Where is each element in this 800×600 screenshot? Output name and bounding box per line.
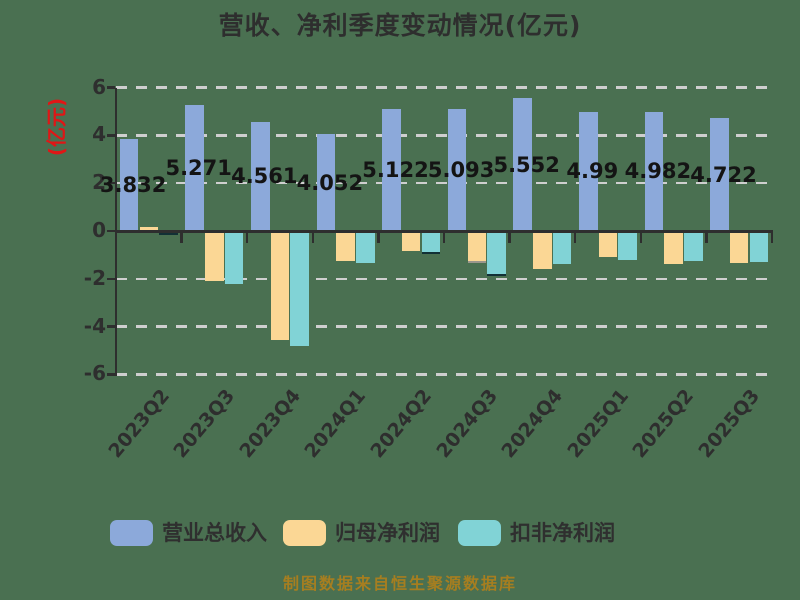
legend-label-net-profit: 归母净利润 [335,521,440,545]
bar-non-gaap-net-profit-2023Q3 [224,231,244,284]
bar-non-gaap-net-profit-2025Q2 [684,231,703,262]
legend-item-non-gaap-net-profit: 扣非净利润 [458,520,615,546]
bar-net-profit-2024Q2 [401,231,421,251]
bar-value-label-text: 4.561 [231,164,298,189]
x-axis-label-text: 2023Q3 [169,385,240,463]
bar-non-gaap-net-profit-2025Q1 [618,231,637,261]
bar-revenue-2025Q2 [644,111,664,231]
bar-value-label-text: 5.093 [427,158,495,183]
bar-net-profit-2023Q3 [205,231,224,281]
x-axis-label-text: 2024Q3 [431,385,502,463]
bar-value-label-text: 5.122 [362,157,429,182]
y-axis-tick-label-text: 2 [92,170,106,195]
y-axis-tick-label-text: 0 [92,218,106,243]
bar-non-gaap-net-profit-2024Q4 [552,231,572,265]
gridline-y-2 [116,181,772,185]
x-axis-tick [245,232,249,243]
bar-net-profit-2024Q1 [336,231,355,261]
bar-revenue-2024Q3 [447,109,467,231]
bar-revenue-2024Q1 [316,134,336,231]
x-axis-label-text: 2025Q3 [694,385,765,463]
y-axis-tick--6 [107,373,115,376]
data-source-note: 制图数据来自恒生聚源数据库 [282,574,517,593]
bar-non-gaap-net-profit-2024Q2 [421,231,441,254]
x-axis-tick [311,232,315,243]
legend-label-total-revenue: 营业总收入 [162,521,267,545]
x-axis-tick [639,232,643,243]
x-axis-tick [114,232,118,243]
bar-revenue-2024Q2 [382,108,401,231]
x-axis-label-text: 2025Q2 [628,385,699,463]
y-axis-tick-4 [107,134,115,137]
y-axis-tick-label-text: 4 [92,122,106,147]
bar-value-label-text: 5.271 [165,156,232,180]
x-axis-label-text: 2023Q2 [103,385,174,463]
y-axis-tick-label-text: -2 [83,265,106,290]
y-axis-tick-label-text: -6 [83,361,106,386]
bar-net-profit-2023Q2 [139,227,159,231]
x-axis-tick [770,232,774,243]
bar-non-gaap-net-profit-2024Q1 [356,231,375,264]
chart-title: 营收、净利季度变动情况(亿元) [218,11,582,40]
x-axis-line [114,229,774,233]
bar-non-gaap-net-profit-2023Q2 [159,231,178,236]
bar-value-label-text: 4.052 [296,170,364,195]
legend-swatch-total-revenue [110,520,153,546]
y-axis-tick-6 [107,86,115,89]
legend-swatch-net-profit [283,520,326,546]
bar-non-gaap-net-profit-2025Q3 [749,231,769,262]
x-axis-tick [508,232,511,243]
legend-item-total-revenue: 营业总收入 [110,520,267,546]
bar-net-profit-2023Q4 [270,231,290,341]
x-axis-tick [442,232,446,243]
x-axis-tick [573,232,577,243]
bar-value-label-text: 5.552 [493,152,560,177]
x-axis-tick [377,232,380,243]
gridline-y--2 [116,277,772,281]
gridline-y--4 [116,325,772,328]
gridline-y-6 [116,86,772,89]
x-axis-label-text: 2024Q2 [366,385,437,463]
bar-net-profit-2024Q4 [533,231,552,269]
gridline-y--6 [116,373,772,376]
y-axis-tick-label-text: 6 [92,74,106,99]
bar-revenue-2025Q1 [579,111,598,231]
bar-value-label-text: 4.982 [624,159,692,184]
bar-net-profit-2025Q3 [729,231,749,263]
bar-non-gaap-net-profit-2024Q3 [487,231,506,276]
gridline-y-4 [116,134,772,137]
x-axis-tick [180,232,183,243]
bar-revenue-2023Q4 [251,121,270,231]
legend: 营业总收入 归母净利润 扣非净利润 [0,520,800,548]
legend-item-net-profit: 归母净利润 [283,520,440,546]
bar-revenue-2024Q4 [513,98,532,231]
x-axis-label-text: 2024Q1 [300,385,371,463]
legend-label-non-gaap-net-profit: 扣非净利润 [510,521,615,545]
bar-net-profit-2025Q1 [598,231,618,258]
y-axis-tick-0 [107,229,115,233]
legend-swatch-non-gaap-net-profit [458,520,501,546]
bar-value-label-text: 4.99 [566,159,619,184]
x-axis-label-text: 2025Q1 [563,385,633,463]
x-axis-label-text: 2023Q4 [235,385,305,463]
bar-net-profit-2025Q2 [664,231,683,265]
bar-value-label-text: 3.832 [99,173,167,198]
bar-net-profit-2024Q3 [467,231,487,263]
bar-value-label-text: 4.722 [690,162,757,187]
y-axis-tick--2 [107,277,115,281]
y-axis-tick-2 [107,181,115,185]
bar-revenue-2025Q3 [710,118,729,231]
y-axis-tick-label-text: -4 [83,313,106,338]
x-axis-label-text: 2024Q4 [497,385,568,463]
bar-revenue-2023Q2 [119,139,139,231]
bar-non-gaap-net-profit-2023Q4 [290,231,309,347]
y-axis-tick--4 [107,325,115,328]
x-axis-tick [705,232,708,243]
bar-revenue-2023Q3 [185,105,204,231]
